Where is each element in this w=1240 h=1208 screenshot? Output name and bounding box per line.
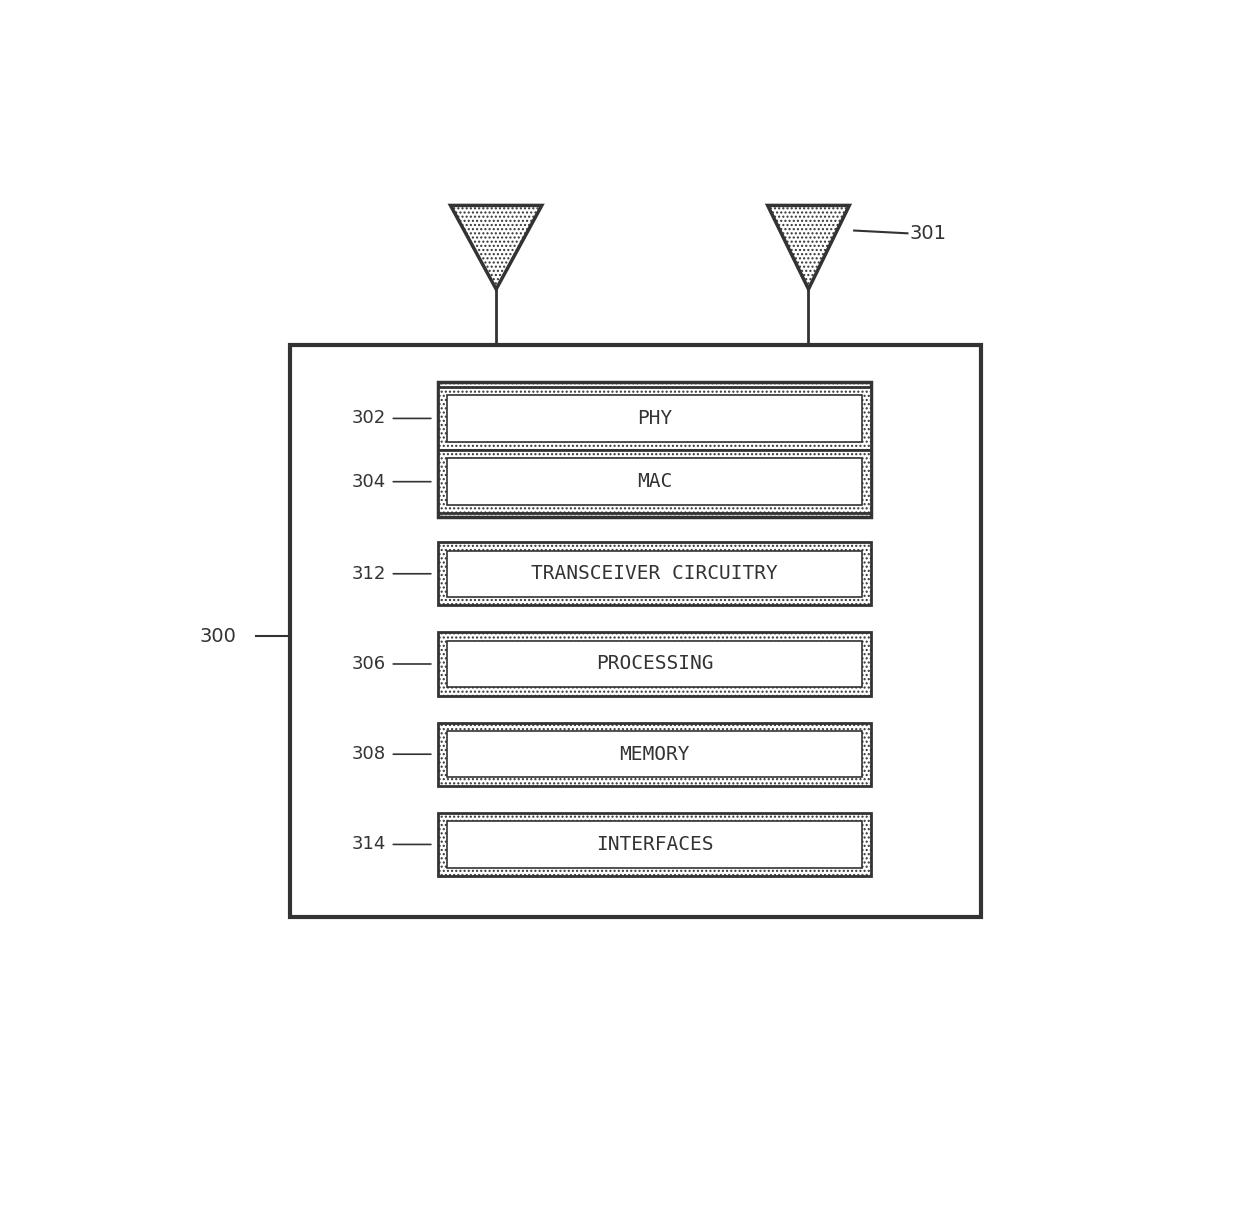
Bar: [439, 382, 870, 517]
Text: 300: 300: [200, 627, 237, 645]
Bar: [448, 395, 862, 442]
Bar: [448, 640, 862, 687]
Polygon shape: [768, 205, 849, 289]
Text: 304: 304: [351, 472, 386, 490]
Text: PROCESSING: PROCESSING: [596, 655, 713, 674]
Text: 306: 306: [351, 655, 386, 673]
Bar: [448, 551, 862, 597]
Text: MAC: MAC: [637, 472, 672, 492]
Bar: [439, 542, 870, 605]
Bar: [439, 722, 870, 786]
Text: PHY: PHY: [637, 410, 672, 428]
Bar: [439, 632, 870, 696]
Bar: [439, 451, 870, 513]
Text: MEMORY: MEMORY: [620, 744, 689, 763]
Bar: [448, 821, 862, 867]
Text: 314: 314: [351, 836, 386, 853]
Text: 312: 312: [351, 565, 386, 582]
Text: 302: 302: [351, 410, 386, 428]
Bar: [439, 387, 870, 451]
Text: TRANSCEIVER CIRCUITRY: TRANSCEIVER CIRCUITRY: [532, 564, 777, 583]
Bar: [448, 458, 862, 505]
Bar: [290, 345, 982, 917]
Polygon shape: [450, 205, 542, 289]
Text: INTERFACES: INTERFACES: [596, 835, 713, 854]
Text: 308: 308: [351, 745, 386, 763]
Bar: [448, 731, 862, 778]
Bar: [439, 813, 870, 876]
Text: 301: 301: [909, 223, 946, 243]
